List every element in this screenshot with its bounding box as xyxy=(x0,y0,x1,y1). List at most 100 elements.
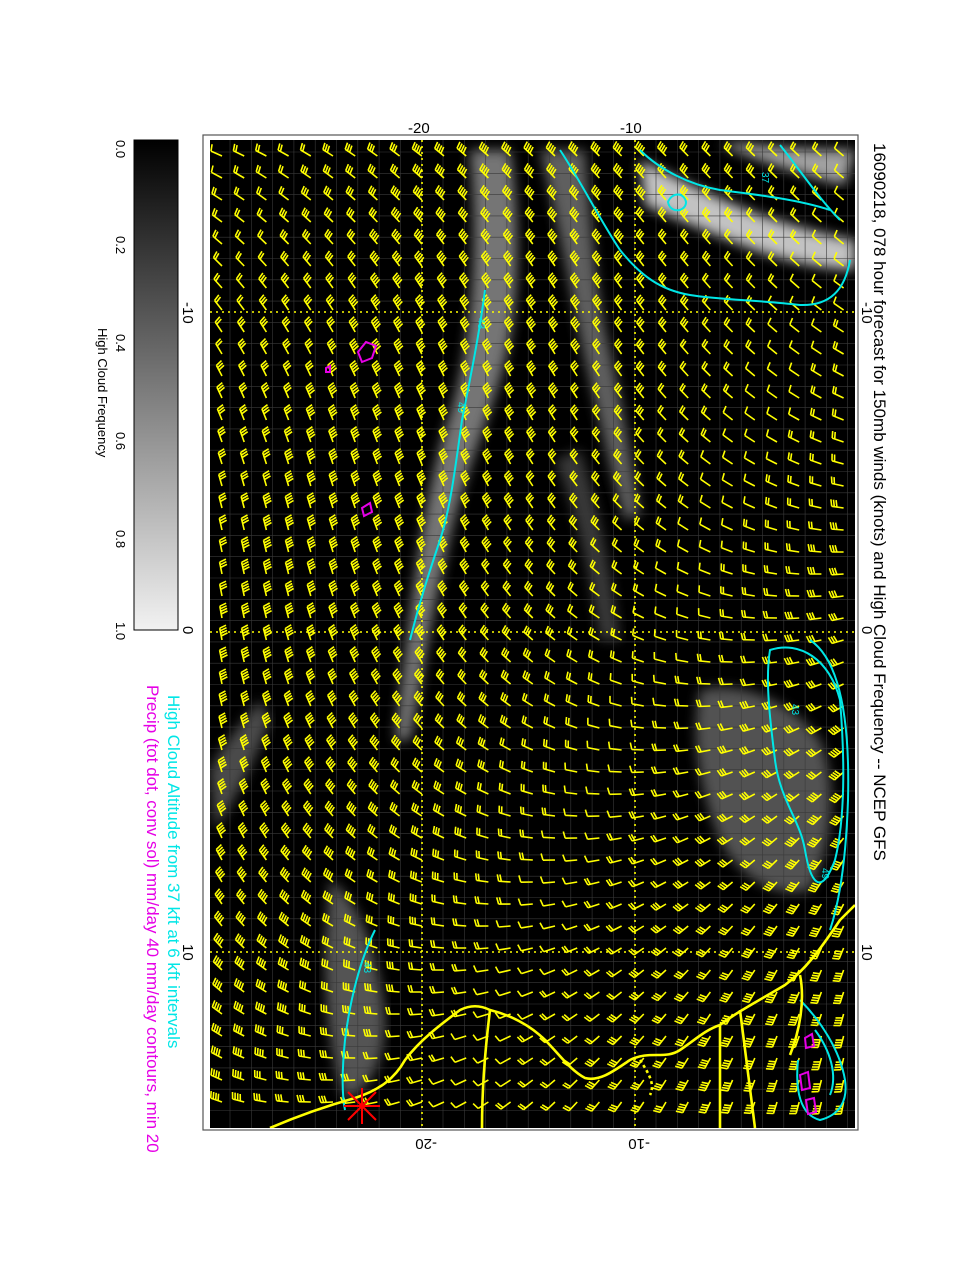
wind-barb xyxy=(657,316,667,333)
wind-barb xyxy=(383,1098,400,1107)
wind-barb xyxy=(810,362,822,377)
wind-barb xyxy=(833,1035,845,1049)
wind-barb xyxy=(301,228,312,245)
wind-barb xyxy=(632,560,645,575)
wind-barb xyxy=(783,656,800,666)
wind-barb xyxy=(716,790,733,800)
wind-barb xyxy=(388,869,400,883)
wind-barb xyxy=(650,969,667,979)
wind-barb xyxy=(304,756,315,773)
wind-barb xyxy=(475,850,489,861)
wind-barb xyxy=(700,450,711,465)
wind-barb xyxy=(720,1079,734,1092)
wind-barb xyxy=(480,206,491,223)
wind-barb xyxy=(766,1101,778,1115)
wind-barb xyxy=(213,932,224,949)
wind-barb xyxy=(319,1049,334,1059)
wind-barb xyxy=(211,1000,223,1015)
wind-barb xyxy=(216,821,227,839)
wind-barb xyxy=(325,272,335,289)
wind-barb xyxy=(299,957,312,971)
wind-barb xyxy=(806,837,823,848)
wind-barb xyxy=(763,947,778,959)
wind-barb xyxy=(394,426,405,443)
wind-barb xyxy=(763,587,778,597)
wind-barb xyxy=(721,1101,734,1114)
wind-barb xyxy=(517,921,533,929)
wind-barb xyxy=(833,1057,845,1071)
wind-barb xyxy=(539,1101,556,1111)
wind-barb xyxy=(592,316,601,333)
wind-barb xyxy=(433,758,445,773)
wind-barb xyxy=(472,1057,489,1064)
wind-barb xyxy=(587,672,600,685)
wind-barb xyxy=(569,426,579,443)
wind-barb xyxy=(766,406,778,421)
wind-barb xyxy=(217,756,228,773)
wind-barb xyxy=(805,657,822,667)
cloud-far-west xyxy=(210,700,270,830)
wind-barb xyxy=(717,700,733,709)
wind-barb xyxy=(450,986,467,995)
wind-barb xyxy=(677,471,689,487)
wind-barb xyxy=(831,925,845,938)
wind-barb xyxy=(679,250,689,267)
wind-barb xyxy=(343,959,356,971)
wind-barb xyxy=(810,340,822,355)
wind-barb xyxy=(233,164,245,179)
wind-barb xyxy=(283,426,293,443)
wind-barb xyxy=(678,427,689,443)
wind-barb xyxy=(458,580,470,597)
wind-barb xyxy=(539,876,556,884)
colorbar-tick: 0.8 xyxy=(113,530,128,548)
wind-barb xyxy=(828,770,845,781)
wind-barb xyxy=(698,585,711,597)
wind-barb xyxy=(547,228,558,245)
wind-barb xyxy=(431,871,445,883)
wind-barb xyxy=(656,427,667,443)
wind-barb xyxy=(567,581,578,597)
wind-barb xyxy=(539,968,556,976)
wind-barb xyxy=(672,925,689,935)
wind-barb xyxy=(436,272,447,289)
wind-barb xyxy=(237,844,248,861)
wind-barb xyxy=(299,934,312,949)
wind-barb xyxy=(346,778,358,795)
wind-barb xyxy=(413,712,423,729)
wind-barb xyxy=(458,250,469,267)
altitude-contour-jet-north xyxy=(779,144,841,221)
wind-barb xyxy=(694,858,711,867)
wind-barb xyxy=(350,470,361,487)
wind-barb xyxy=(305,426,316,443)
wind-barb xyxy=(218,690,228,707)
wind-barb xyxy=(303,294,313,311)
wind-barb xyxy=(723,339,734,355)
wind-barb xyxy=(502,580,512,597)
wind-barb xyxy=(740,632,755,641)
wind-barb xyxy=(591,272,603,289)
wind-barb xyxy=(586,740,600,751)
wind-barb xyxy=(455,758,467,773)
wind-barb xyxy=(372,448,383,465)
wind-barb xyxy=(700,383,711,399)
wind-barb xyxy=(613,338,623,355)
wind-barb xyxy=(324,228,334,245)
wind-barb xyxy=(457,668,467,685)
wind-barb xyxy=(501,184,513,201)
wind-barb xyxy=(628,969,645,979)
wind-barb xyxy=(745,228,756,245)
wind-barb xyxy=(762,610,778,619)
wind-barb xyxy=(372,558,382,575)
wind-barb xyxy=(320,981,334,993)
wind-barb xyxy=(408,939,422,949)
wind-barb xyxy=(677,494,689,509)
wind-barb xyxy=(789,1101,800,1115)
wind-barb xyxy=(613,250,623,267)
wind-barb xyxy=(569,470,579,487)
wind-barb xyxy=(318,1095,334,1104)
wind-barb xyxy=(561,1013,578,1022)
wind-barb xyxy=(701,272,712,289)
wind-barb xyxy=(696,676,711,685)
wind-barb xyxy=(234,955,245,971)
wind-barb xyxy=(474,896,489,905)
